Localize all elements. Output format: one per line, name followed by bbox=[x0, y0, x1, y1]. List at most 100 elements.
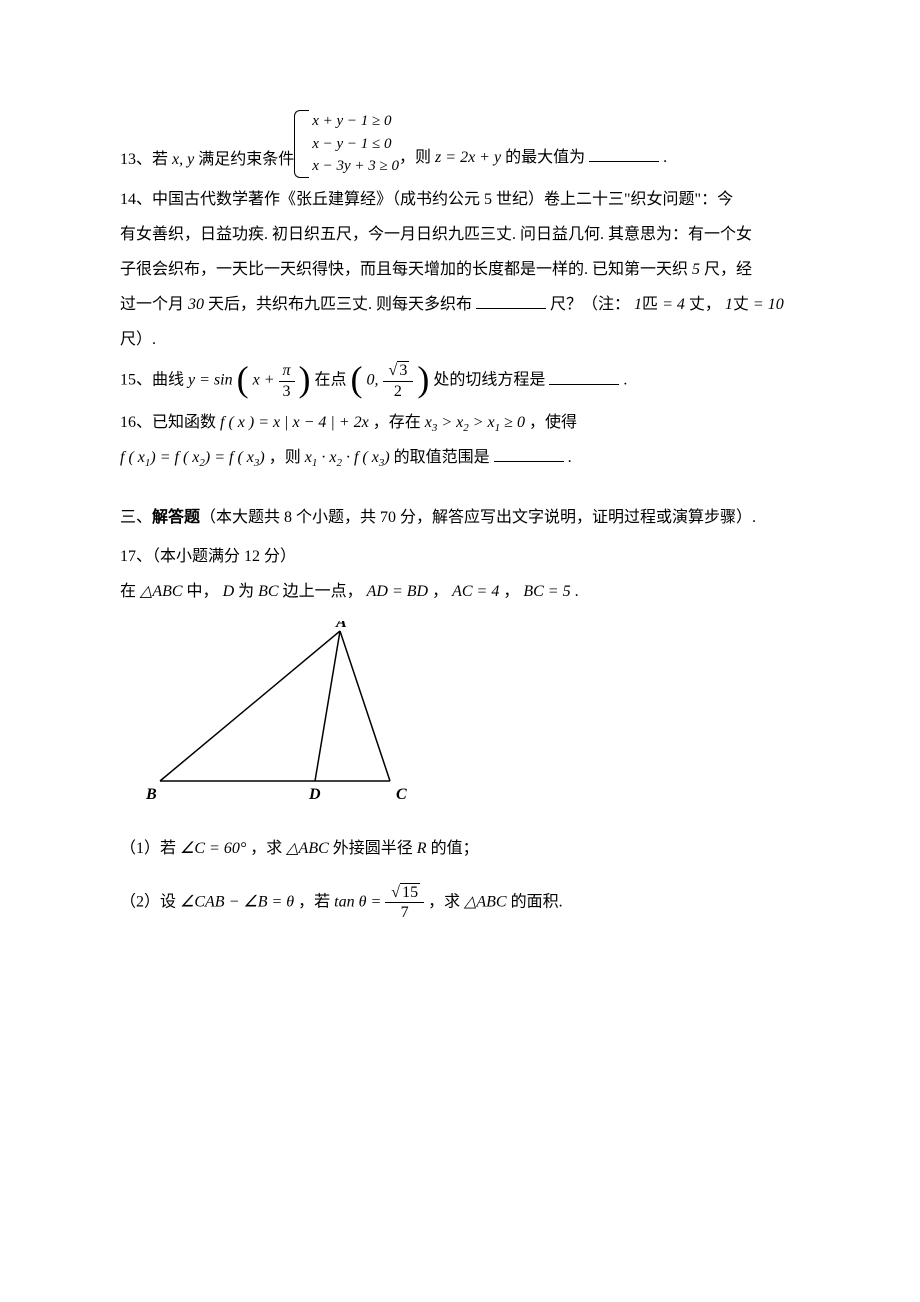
s3-c: （本大题共 8 个小题，共 70 分，解答应写出文字说明，证明过程或演算步骤）. bbox=[200, 509, 756, 526]
p16-ps2: 2 bbox=[336, 457, 342, 469]
s3-b: 解答题 bbox=[152, 509, 200, 526]
p17-cabb: ∠CAB − ∠B = θ bbox=[180, 893, 294, 910]
p15-rp2: ) bbox=[417, 361, 429, 397]
p16-pfd: ) bbox=[384, 449, 389, 466]
p14-l4c: 天后，共织布九匹三丈. 则每天多织布 bbox=[208, 296, 472, 313]
p14-l5: 尺）. bbox=[120, 322, 800, 357]
p16-fc: ) = f ( x bbox=[205, 449, 254, 466]
p16-px1: x bbox=[305, 449, 312, 466]
p14-l4d: 尺？（注： bbox=[550, 296, 630, 313]
p17-2c: ，求 bbox=[428, 893, 460, 910]
p15-period: . bbox=[623, 372, 627, 389]
p13-mid: 满足约束条件 bbox=[198, 151, 294, 168]
p13-c3: x − 3y + 3 ≥ 0 bbox=[312, 155, 399, 178]
problem-16: 16、已知函数 f ( x ) = x | x − 4 | + 2x ，存在 x… bbox=[120, 405, 800, 476]
p16-d1: · bbox=[321, 449, 325, 466]
p15-lp1: ( bbox=[237, 361, 249, 397]
p15-three: 3 bbox=[279, 382, 295, 401]
p17-ac: AC = 4 bbox=[452, 583, 499, 600]
p16-fd: ) bbox=[259, 449, 264, 466]
p17-adbd: AD = BD bbox=[367, 583, 428, 600]
p14-u2eq: = bbox=[753, 296, 764, 313]
p17-c2: ， bbox=[503, 583, 519, 600]
problem-17: 17、（本小题满分 12 分） 在 △ABC 中， D 为 BC 边上一点， A… bbox=[120, 539, 800, 922]
p16-l1: 16、已知函数 f ( x ) = x | x − 4 | + 2x ，存在 x… bbox=[120, 405, 800, 440]
p16-prod: x1 · x2 · f ( x3) bbox=[305, 449, 394, 466]
p17-header: 17、（本小题满分 12 分） bbox=[120, 539, 800, 574]
p14-u1b: 匹 bbox=[642, 296, 658, 313]
p17-1d: 的值； bbox=[431, 840, 479, 857]
p17-line1: 在 △ABC 中， D 为 BC 边上一点， AD = BD ， AC = 4 … bbox=[120, 574, 800, 609]
p13-constraints: x + y − 1 ≥ 0 x − y − 1 ≤ 0 x − 3y + 3 ≥… bbox=[294, 110, 399, 178]
p17-1c: 外接圆半径 bbox=[333, 840, 413, 857]
p17-BC: BC bbox=[258, 583, 278, 600]
p17-sqrt: 15 bbox=[385, 883, 424, 903]
svg-text:A: A bbox=[335, 621, 347, 631]
p17-p1: . bbox=[575, 583, 579, 600]
p17-part2: （2）设 ∠CAB − ∠B = θ ，若 tan θ = 15 7 ，求 △A… bbox=[120, 883, 800, 922]
s3-a: 三、 bbox=[120, 509, 152, 526]
p13-right: ，则 z = 2x + y 的最大值为 . bbox=[399, 140, 667, 177]
p16-fx: f ( x ) = x | x − 4 | + 2x bbox=[220, 414, 369, 431]
p13-c1: x + y − 1 ≥ 0 bbox=[312, 110, 399, 133]
p14-l1: 14、中国古代数学著作《张丘建算经》（成书约公元 5 世纪）卷上二十三"织女问题… bbox=[120, 182, 800, 217]
p15-sqrt: 3 bbox=[383, 361, 414, 381]
p17-bc: BC = 5 bbox=[523, 583, 570, 600]
p17-2a: （2）设 bbox=[120, 893, 176, 910]
p17-R: R bbox=[417, 840, 427, 857]
p13-c2: x − y − 1 ≤ 0 bbox=[312, 133, 399, 156]
p15-xplus: x + bbox=[253, 372, 275, 389]
p14-l3: 子很会织布，一天比一天织得快，而且每天增加的长度都是一样的. 已知第一天织 5 … bbox=[120, 252, 800, 287]
p14-u1a: 1 bbox=[634, 296, 642, 313]
p13-expr: z = 2x + y bbox=[435, 149, 501, 166]
p15-pi: π bbox=[279, 361, 295, 381]
p16-pfx: f ( x bbox=[354, 449, 379, 466]
p17-l1d: 边上一点， bbox=[283, 583, 363, 600]
p15-lp2: ( bbox=[351, 361, 363, 397]
p17-tri2: △ABC bbox=[286, 840, 329, 857]
p17-1b: ，求 bbox=[250, 840, 282, 857]
p16-cond: x3 > x2 > x1 ≥ 0 bbox=[425, 414, 529, 431]
p17-2b: ，若 bbox=[298, 893, 330, 910]
p17-tan: tan θ = bbox=[334, 893, 381, 910]
svg-text:B: B bbox=[145, 786, 157, 803]
svg-text:D: D bbox=[308, 786, 321, 803]
p17-tri3: △ABC bbox=[464, 893, 507, 910]
p14-u2c: 10 bbox=[768, 296, 784, 313]
p17-part1: （1）若 ∠C = 60° ，求 △ABC 外接圆半径 R 的值； bbox=[120, 831, 800, 866]
p15-blank bbox=[549, 369, 619, 385]
p16-period: . bbox=[568, 449, 572, 466]
p13-prefix: 13、若 bbox=[120, 151, 168, 168]
triangle-diagram: ABCD bbox=[140, 621, 440, 806]
p16-eq: f ( x1) = f ( x2) = f ( x3) bbox=[120, 449, 269, 466]
p15-zero: 0, bbox=[367, 372, 379, 389]
p15-frac1: π 3 bbox=[279, 361, 295, 400]
p14-l3a: 子很会织布，一天比一天织得快，而且每天增加的长度都是一样的. 已知第一天织 bbox=[120, 261, 688, 278]
p13-tail: 的最大值为 bbox=[505, 149, 585, 166]
p16-x1a: x bbox=[488, 414, 495, 431]
p16-prefix: 16、已知函数 bbox=[120, 414, 216, 431]
p14-u1d: 丈， bbox=[689, 296, 721, 313]
p13-period: . bbox=[663, 149, 667, 166]
p16-l2: f ( x1) = f ( x2) = f ( x3) ，则 x1 · x2 ·… bbox=[120, 440, 800, 475]
p17-2d: 的面积. bbox=[511, 893, 563, 910]
p13-var: x, y bbox=[172, 151, 194, 168]
p14-u2a: 1 bbox=[725, 296, 733, 313]
p13-left: 13、若 x, y 满足约束条件 bbox=[120, 142, 294, 177]
p16-fa: f ( x bbox=[120, 449, 145, 466]
problem-13: 13、若 x, y 满足约束条件 x + y − 1 ≥ 0 x − y − 1… bbox=[120, 110, 800, 178]
p16-tail: 的取值范围是 bbox=[394, 449, 490, 466]
p17-frac: 15 7 bbox=[385, 883, 424, 922]
p13-after: ，则 bbox=[399, 149, 431, 166]
p17-D: D bbox=[223, 583, 235, 600]
p16-gt1: > bbox=[437, 414, 456, 431]
p16-x3a: x bbox=[425, 414, 432, 431]
p14-l4a: 过一个月 bbox=[120, 296, 184, 313]
p15-sqrt3: 3 bbox=[397, 361, 409, 379]
p17-seven: 7 bbox=[385, 903, 424, 922]
p14-u2b: 丈 bbox=[733, 296, 749, 313]
p14-l2: 有女善织，日益功疾. 初日织五尺，今一月日织九匹三丈. 问日益几何. 其意思为：… bbox=[120, 217, 800, 252]
p17-sqrt15: 15 bbox=[400, 883, 420, 901]
p16-mid2: ，使得 bbox=[529, 414, 577, 431]
p15-rp1: ) bbox=[299, 361, 311, 397]
